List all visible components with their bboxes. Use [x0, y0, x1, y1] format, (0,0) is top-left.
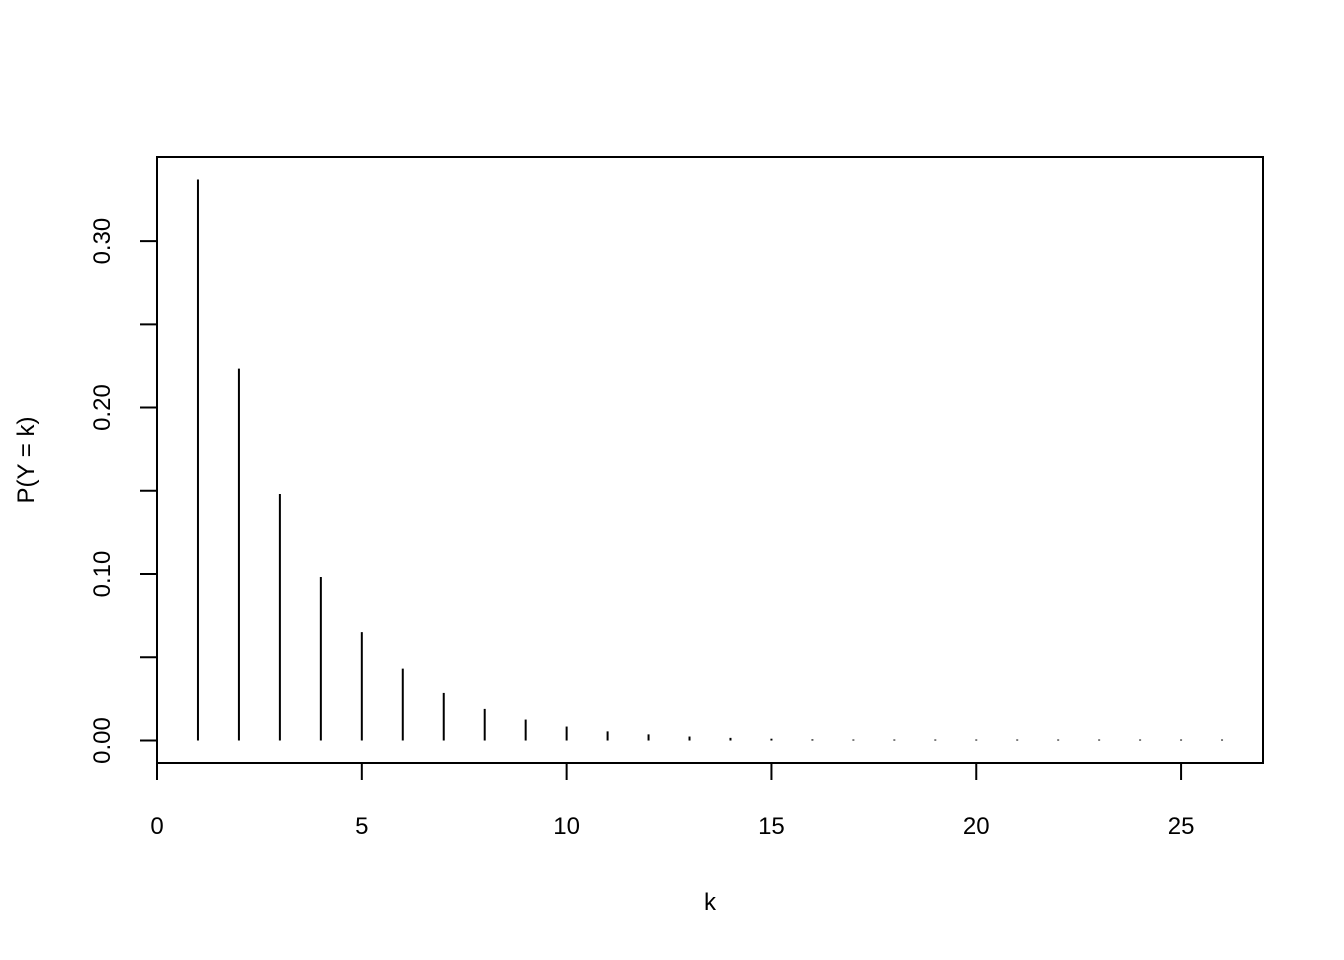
y-tick-label: 0.30 — [89, 218, 116, 265]
y-tick-label: 0.20 — [89, 384, 116, 431]
y-tick-label: 0.00 — [89, 717, 116, 764]
x-tick-label: 25 — [1168, 813, 1195, 840]
plot-box — [156, 156, 1264, 764]
x-tick-label: 10 — [553, 813, 580, 840]
y-tick-label: 0.10 — [89, 551, 116, 598]
x-axis-label: k — [704, 889, 717, 916]
x-tick-label: 5 — [355, 813, 368, 840]
y-axis-label: P(Y = k) — [13, 417, 40, 504]
x-tick-label: 0 — [150, 813, 163, 840]
x-tick-label: 20 — [963, 813, 990, 840]
x-tick-label: 15 — [758, 813, 785, 840]
